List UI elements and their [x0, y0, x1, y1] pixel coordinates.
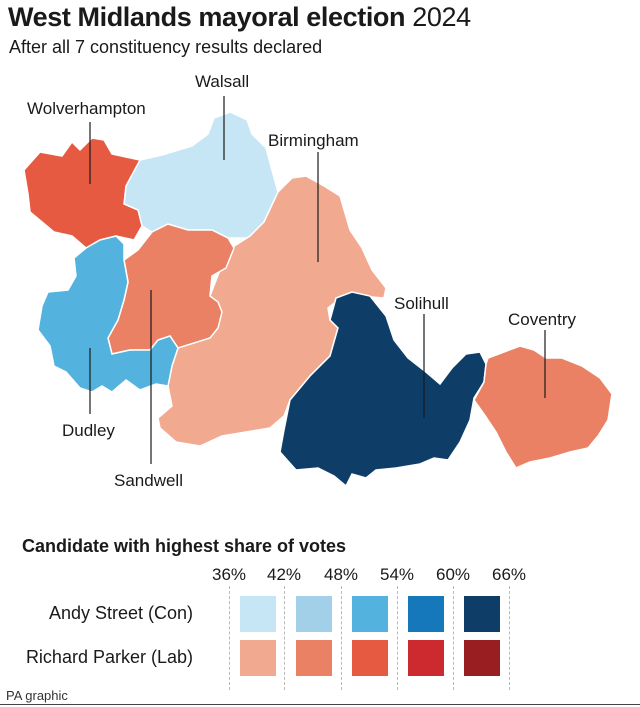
swatch-lab-54-60	[408, 640, 444, 676]
swatch-lab-36-42	[240, 640, 276, 676]
source-credit: PA graphic	[6, 688, 68, 703]
legend-tick-54: 54%	[379, 565, 415, 584]
swatch-con-54-60	[408, 596, 444, 632]
label-dudley: Dudley	[62, 421, 115, 440]
label-coventry: Coventry	[508, 310, 577, 329]
swatch-con-42-48	[296, 596, 332, 632]
legend-tick-36: 36%	[211, 565, 247, 584]
swatch-con-36-42	[240, 596, 276, 632]
legend-row-label-con: Andy Street (Con)	[48, 603, 193, 623]
legend-row-label-lab: Richard Parker (Lab)	[25, 647, 193, 667]
label-wolverhampton: Wolverhampton	[27, 99, 146, 118]
legend-guide-42	[284, 586, 285, 690]
region-walsall[interactable]	[123, 111, 279, 239]
region-coventry[interactable]	[473, 345, 613, 469]
legend-title: Candidate with highest share of votes	[22, 536, 347, 556]
title-year: 2024	[412, 2, 471, 32]
legend-guide-54	[397, 586, 398, 690]
page-title: West Midlands mayoral election 2024	[8, 2, 471, 33]
region-wolverhampton[interactable]	[23, 137, 143, 249]
legend-guide-60	[453, 586, 454, 690]
legend-tick-48: 48%	[323, 565, 359, 584]
title-main: West Midlands mayoral election	[8, 2, 406, 32]
swatch-lab-42-48	[296, 640, 332, 676]
region-solihull[interactable]	[279, 291, 487, 488]
region-dudley[interactable]	[37, 235, 179, 393]
swatch-con-48-54	[352, 596, 388, 632]
label-walsall: Walsall	[195, 72, 250, 91]
label-solihull: Solihull	[394, 294, 449, 313]
swatch-lab-48-54	[352, 640, 388, 676]
legend-guide-36	[229, 586, 230, 690]
legend-tick-60: 60%	[435, 565, 471, 584]
legend-tick-66: 66%	[491, 565, 527, 584]
legend-tick-42: 42%	[266, 565, 302, 584]
constituency-map	[23, 96, 613, 488]
page-subtitle: After all 7 constituency results declare…	[9, 37, 323, 57]
legend-guide-48	[341, 586, 342, 690]
bottom-rule	[0, 704, 640, 705]
swatch-lab-60-66	[464, 640, 500, 676]
legend-guide-66	[509, 586, 510, 690]
label-sandwell: Sandwell	[114, 471, 183, 490]
swatch-con-60-66	[464, 596, 500, 632]
label-leader-lines	[89, 96, 546, 464]
label-birmingham: Birmingham	[268, 131, 359, 150]
